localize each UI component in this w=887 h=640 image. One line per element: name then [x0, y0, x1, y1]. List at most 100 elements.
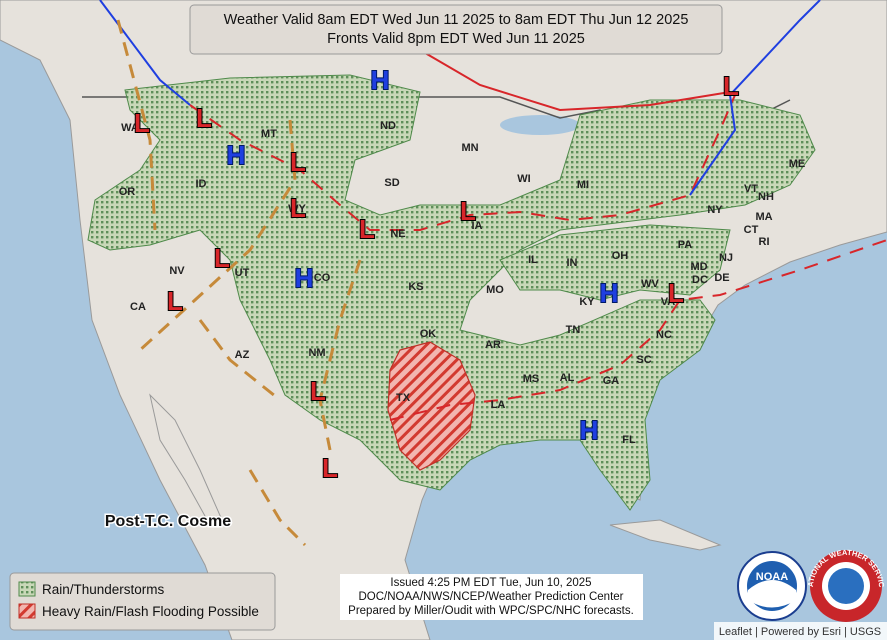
- state-label: MI: [577, 179, 589, 191]
- state-label: NH: [758, 191, 774, 203]
- trough: [318, 259, 362, 451]
- issued-line: DOC/NOAA/NWS/NCEP/Weather Prediction Cen…: [358, 591, 623, 603]
- state-label: SD: [384, 177, 399, 189]
- low-center: L: [196, 103, 212, 133]
- state-label: OR: [119, 186, 136, 198]
- high-center: H: [580, 415, 599, 445]
- low-center: L: [134, 108, 150, 138]
- low-center: L: [460, 196, 476, 226]
- issued-box: [340, 574, 643, 620]
- high-center: H: [295, 263, 314, 293]
- state-label: KY: [579, 296, 595, 308]
- high-center: H: [227, 140, 246, 170]
- state-label: NM: [308, 347, 325, 359]
- state-label: AR: [485, 339, 501, 351]
- noaa-logo: [748, 580, 796, 608]
- header-line: Fronts Valid 8pm EDT Wed Jun 11 2025: [327, 31, 585, 47]
- state-label: TX: [396, 392, 411, 404]
- noaa-text: NOAA: [756, 571, 788, 583]
- low-center: L: [167, 286, 183, 316]
- heavy-rain-area: [387, 341, 476, 471]
- state-label: MN: [461, 142, 478, 154]
- state-label: RI: [759, 236, 770, 248]
- state-label: FL: [622, 434, 636, 446]
- low-center: L: [214, 243, 230, 273]
- legend-box: [9, 572, 276, 631]
- attribution[interactable]: Leaflet | Powered by Esri | USGS: [719, 626, 881, 638]
- state-label: OH: [612, 250, 629, 262]
- legend-swatch: [18, 603, 36, 619]
- state-label: OK: [420, 328, 437, 340]
- state-label: ND: [380, 120, 396, 132]
- state-label: NC: [656, 329, 672, 341]
- attribution-box: [714, 622, 887, 640]
- state-label: IL: [528, 254, 538, 266]
- state-label: MA: [755, 211, 772, 223]
- state-label: IN: [567, 257, 578, 269]
- state-label: WI: [517, 173, 530, 185]
- state-label: AZ: [235, 349, 250, 361]
- lake: [500, 115, 580, 135]
- state-label: NE: [390, 228, 405, 240]
- state-label: MT: [261, 128, 277, 140]
- rain-area: [87, 74, 816, 511]
- state-label: KS: [408, 281, 423, 293]
- state-label: MS: [523, 373, 540, 385]
- state-label: DC: [692, 274, 708, 286]
- state-label: NJ: [719, 252, 733, 264]
- high-center: H: [600, 278, 619, 308]
- land-cuba: [609, 519, 722, 551]
- state-label: VT: [744, 183, 758, 195]
- issued-line: Issued 4:25 PM EDT Tue, Jun 10, 2025: [390, 577, 591, 589]
- legend-label: Rain/Thunderstorms: [42, 582, 165, 597]
- legend-swatch: [18, 581, 36, 597]
- state-label: SC: [636, 354, 651, 366]
- land-baja: [149, 393, 223, 526]
- state-label: ID: [196, 178, 207, 190]
- state-label: CO: [314, 272, 331, 284]
- state-label: UT: [235, 267, 250, 279]
- state-label: MD: [690, 261, 707, 273]
- state-label: VA: [661, 296, 676, 308]
- state-label: NY: [707, 204, 723, 216]
- header-line: Weather Valid 8am EDT Wed Jun 11 2025 to…: [224, 12, 689, 28]
- low-center: L: [290, 147, 306, 177]
- cold-front: [689, 0, 821, 196]
- state-label: CT: [744, 224, 759, 236]
- state-label: AL: [560, 372, 575, 384]
- low-center: L: [359, 214, 375, 244]
- state-label: PA: [678, 239, 693, 251]
- stationary-front: [389, 239, 887, 421]
- trough: [116, 19, 157, 231]
- state-label: TN: [566, 324, 581, 336]
- annotation: Post-T.C. Cosme: [105, 513, 231, 530]
- state-label: NV: [169, 265, 185, 277]
- stationary-front: [189, 94, 736, 231]
- state-label: ME: [789, 158, 806, 170]
- low-center: L: [290, 193, 306, 223]
- state-label: LA: [491, 399, 506, 411]
- low-center: L: [723, 71, 739, 101]
- low-center: L: [310, 376, 326, 406]
- low-center: L: [668, 278, 684, 308]
- high-center: H: [371, 65, 390, 95]
- issued-line: Prepared by Miller/Oudit with WPC/SPC/NH…: [348, 605, 634, 617]
- legend-label: Heavy Rain/Flash Flooding Possible: [42, 604, 259, 619]
- warm-front: [419, 49, 731, 112]
- state-label: IA: [472, 220, 483, 232]
- state-label: WV: [641, 278, 659, 290]
- state-label: WA: [121, 122, 139, 134]
- state-label: DE: [714, 272, 729, 284]
- trough: [248, 469, 307, 547]
- state-label: WY: [288, 203, 306, 215]
- rain-area: [499, 224, 731, 301]
- trough: [138, 119, 297, 352]
- nws-logo: [828, 568, 864, 604]
- state-label: MO: [486, 284, 504, 296]
- trough: [198, 319, 281, 402]
- low-center: L: [322, 453, 338, 483]
